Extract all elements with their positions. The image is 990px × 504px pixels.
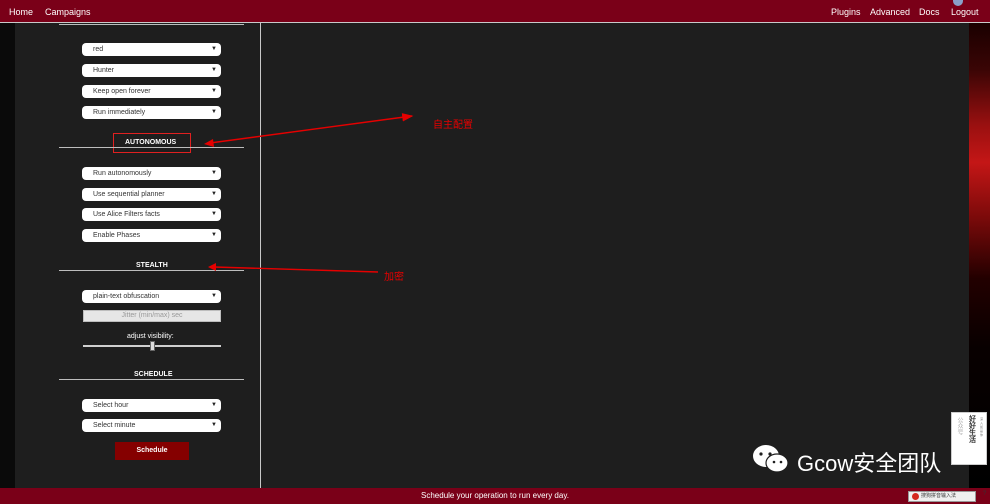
adversary-select-value: Hunter — [93, 67, 115, 74]
nav-logout-link[interactable]: Logout — [951, 7, 979, 17]
nav-plugins-link[interactable]: Plugins — [831, 7, 861, 17]
ime-logo-icon — [912, 493, 919, 500]
stealth-divider — [59, 270, 244, 271]
facts-select-value: Use Alice Filters facts — [93, 211, 160, 218]
duration-select-value: Keep open forever — [93, 88, 151, 95]
nav-campaigns-link[interactable]: Campaigns — [45, 7, 91, 17]
panel-divider — [260, 23, 261, 488]
help-icon[interactable]: ? — [983, 491, 987, 497]
facts-select[interactable]: Use Alice Filters facts ▼ — [82, 208, 221, 221]
adversary-select[interactable]: Hunter ▼ — [82, 64, 221, 77]
duration-select[interactable]: Keep open forever ▼ — [82, 85, 221, 98]
planner-select-value: Use sequential planner — [93, 191, 165, 198]
chevron-down-icon: ▼ — [211, 46, 217, 52]
chevron-down-icon: ▼ — [211, 88, 217, 94]
chevron-down-icon: ▼ — [211, 109, 217, 115]
hour-select[interactable]: Select hour ▼ — [82, 399, 221, 412]
schedule-divider — [59, 379, 244, 380]
annotation-arrow-stealth — [213, 266, 379, 273]
arrowhead-autonomous — [204, 139, 214, 147]
phases-select-value: Enable Phases — [93, 232, 141, 239]
arrowhead-stealth — [208, 263, 216, 271]
start-select-value: Run immediately — [93, 109, 146, 116]
autonomous-select[interactable]: Run autonomously ▼ — [82, 167, 221, 180]
ime-toolbar[interactable]: 搜狗拼音输入法 — [908, 491, 976, 502]
obfuscation-select[interactable]: plain-text obfuscation ▼ — [82, 290, 221, 303]
hour-select-value: Select hour — [93, 402, 129, 409]
watermark-badge-left: 公众号 — [956, 417, 962, 435]
group-select[interactable]: red ▼ — [82, 43, 221, 56]
chevron-down-icon: ▼ — [211, 191, 217, 197]
watermark-badge: 公众号 好好生活 深入如是你 — [951, 412, 987, 465]
chevron-down-icon: ▼ — [211, 293, 217, 299]
annotation-arrow-autonomous — [209, 113, 414, 144]
autonomous-select-value: Run autonomously — [93, 170, 152, 177]
obfuscation-select-value: plain-text obfuscation — [93, 293, 160, 300]
nav-docs-link[interactable]: Docs — [919, 7, 940, 17]
chevron-down-icon: ▼ — [211, 422, 217, 428]
jitter-input[interactable]: Jitter (min/max) sec — [83, 310, 221, 322]
wechat-logo-icon — [753, 445, 789, 473]
schedule-button[interactable]: Schedule — [115, 442, 189, 460]
background-art-right — [969, 23, 990, 488]
chevron-down-icon: ▼ — [211, 211, 217, 217]
chevron-down-icon: ▼ — [211, 170, 217, 176]
chevron-down-icon: ▼ — [211, 67, 217, 73]
group-select-value: red — [93, 46, 104, 53]
nav-advanced-link[interactable]: Advanced — [870, 7, 911, 17]
watermark-text: Gcow安全团队 — [797, 451, 942, 476]
planner-select[interactable]: Use sequential planner ▼ — [82, 188, 221, 201]
nav-home-link[interactable]: Home — [9, 7, 34, 17]
visibility-slider-handle[interactable] — [149, 341, 155, 351]
top-nav-bar: Home Campaigns Plugins Advanced Docs Log… — [0, 0, 990, 23]
background-left — [0, 23, 15, 488]
stealth-section-title: STEALTH — [136, 262, 168, 269]
watermark-badge-small: 深入如是你 — [980, 417, 984, 437]
phases-select[interactable]: Enable Phases ▼ — [82, 229, 221, 242]
visibility-label: adjust visibility: — [127, 333, 174, 340]
start-select[interactable]: Run immediately ▼ — [82, 106, 221, 119]
minute-select[interactable]: Select minute ▼ — [82, 419, 221, 432]
annotation-highlight-box — [113, 133, 191, 153]
footer-text: Schedule your operation to run every day… — [421, 491, 569, 500]
minute-select-value: Select minute — [93, 422, 136, 429]
user-indicator-icon — [953, 0, 963, 6]
annotation-stealth-note: 加密 — [384, 272, 404, 283]
watermark-badge-main: 好好生活 — [969, 416, 976, 444]
chevron-down-icon: ▼ — [211, 232, 217, 238]
autonomous-divider — [59, 147, 244, 148]
autonomous-section-title: AUTONOMOUS — [125, 139, 177, 146]
chevron-down-icon: ▼ — [211, 402, 217, 408]
schedule-section-title: SCHEDULE — [134, 371, 173, 378]
footer-bar: Schedule your operation to run every day… — [0, 488, 990, 504]
top-divider — [59, 24, 244, 25]
annotation-autonomous-note: 自主配置 — [433, 120, 473, 131]
